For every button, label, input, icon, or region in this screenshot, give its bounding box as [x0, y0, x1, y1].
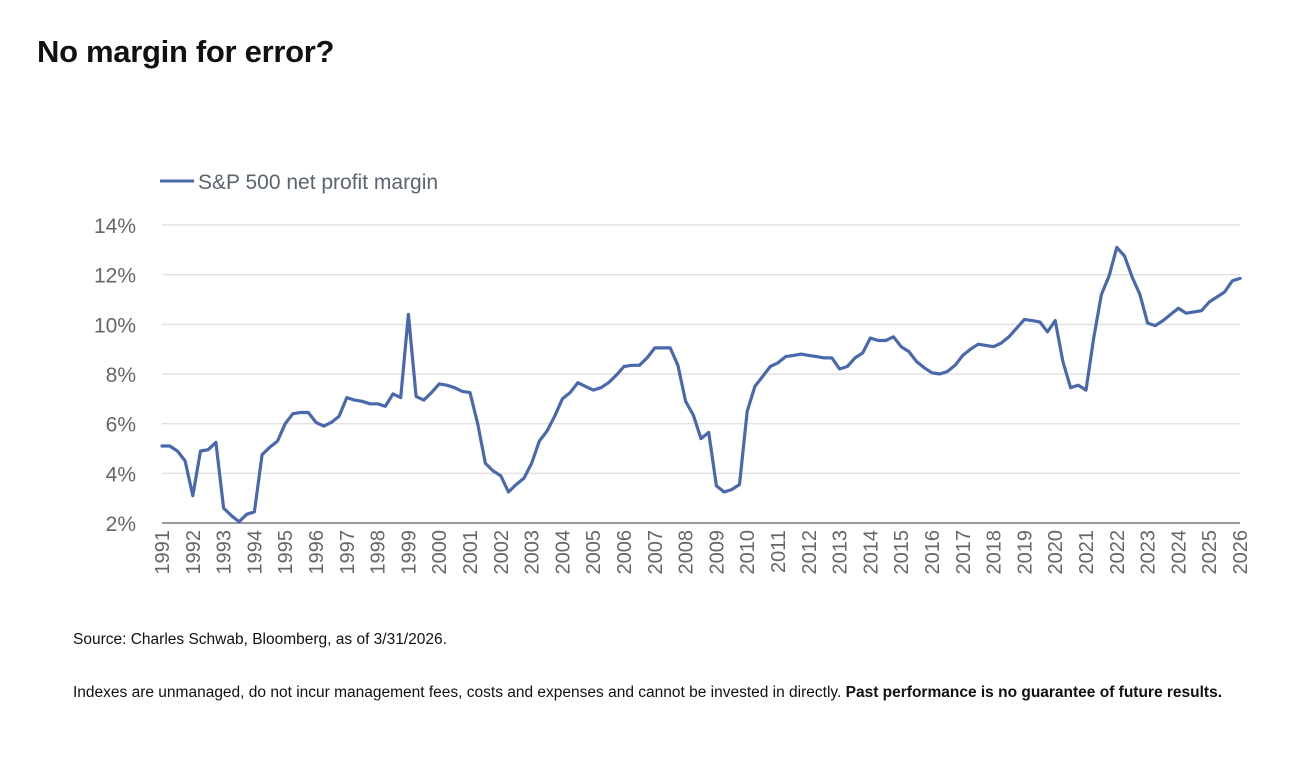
x-tick-label: 2026 [1230, 530, 1252, 575]
x-tick-label: 2021 [1076, 530, 1098, 575]
y-tick-label: 4% [106, 463, 136, 486]
x-tick-label: 2019 [1014, 530, 1036, 575]
x-tick-label: 2023 [1138, 530, 1160, 575]
y-tick-label: 8% [106, 364, 136, 387]
line-chart: 2%4%6%8%10%12%14% 1991 1992 1993 1994 1995 19… [94, 171, 1252, 575]
x-tick-label: 1998 [368, 530, 390, 575]
x-tick-label: 2025 [1199, 530, 1221, 575]
x-tick-label: 2003 [522, 530, 544, 575]
x-tick-label: 2014 [860, 530, 882, 575]
x-tick-label: 2004 [552, 530, 574, 575]
x-tick-label: 2002 [491, 530, 513, 575]
x-tick-label: 2000 [429, 530, 451, 575]
x-tick-label: 1996 [306, 530, 328, 575]
x-tick-label: 2006 [614, 530, 636, 575]
x-tick-label: 2016 [922, 530, 944, 575]
x-tick-label: 2015 [891, 530, 913, 575]
disclaimer: Indexes are unmanaged, do not incur mana… [73, 681, 1263, 705]
x-tick-label: 1993 [214, 530, 236, 575]
x-axis-tick-labels: 1991 1992 1993 1994 1995 1996 1997 1998 1999 2000… [152, 530, 1252, 575]
x-tick-label: 1992 [183, 530, 205, 575]
x-tick-label: 1991 [152, 530, 174, 575]
disclaimer-text: Indexes are unmanaged, do not incur mana… [73, 684, 842, 701]
x-tick-label: 2022 [1107, 530, 1129, 575]
x-tick-label: 2005 [583, 530, 605, 575]
y-tick-label: 2% [106, 513, 136, 536]
x-tick-label: 2001 [460, 530, 482, 575]
disclaimer-bold: Past performance is no guarantee of futu… [845, 684, 1223, 701]
y-tick-label: 14% [94, 215, 136, 238]
x-tick-label: 2024 [1168, 530, 1190, 575]
legend-label: S&P 500 net profit margin [198, 171, 438, 194]
x-tick-label: 2008 [676, 530, 698, 575]
x-tick-label: 2010 [737, 530, 759, 575]
series-lines [160, 245, 1242, 524]
x-tick-label: 2009 [706, 530, 728, 575]
x-tick-label: 2011 [768, 530, 790, 573]
page-title: No margin for error? [37, 34, 335, 69]
x-tick-label: 1999 [398, 530, 420, 575]
x-tick-label: 2017 [953, 530, 975, 575]
grid-lines [162, 224, 1240, 475]
x-tick-label: 2007 [645, 530, 667, 575]
series-line [160, 245, 1242, 524]
x-tick-label: 2018 [984, 530, 1006, 575]
y-tick-label: 12% [94, 265, 136, 288]
y-tick-label: 10% [94, 314, 136, 337]
x-tick-label: 1997 [337, 530, 359, 575]
x-tick-label: 1994 [244, 530, 266, 575]
x-tick-label: 2012 [799, 530, 821, 575]
source-note: Source: Charles Schwab, Bloomberg, as of… [73, 631, 447, 648]
x-tick-label: 2013 [830, 530, 852, 575]
x-tick-label: 1995 [275, 530, 297, 575]
chart-legend: S&P 500 net profit margin [160, 171, 438, 194]
y-axis-tick-labels: 2% 4% 6% 8% 10% 12% 14% [94, 215, 136, 536]
y-tick-label: 6% [106, 414, 136, 437]
x-tick-label: 2020 [1045, 530, 1067, 575]
